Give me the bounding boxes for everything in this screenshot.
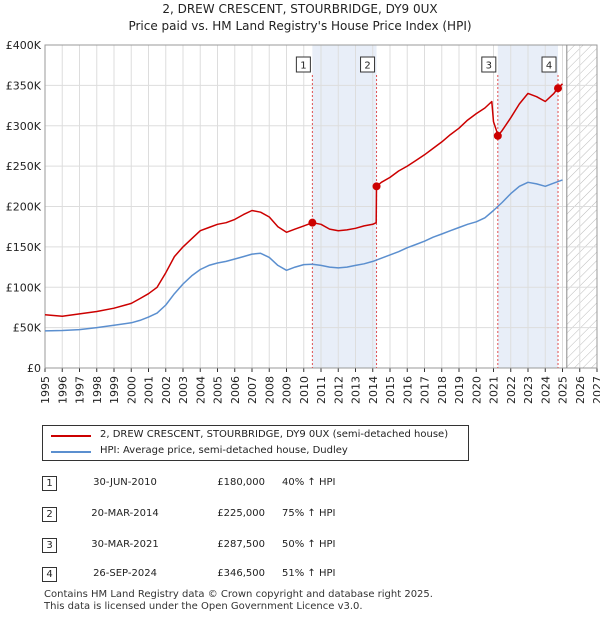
plot-frame [44,44,598,369]
sale-hpi: 40% ↑ HPI [282,477,336,488]
x-tick-label: 1997 [74,376,87,404]
table-row: 3 30-MAR-2021 £287,500 50% ↑ HPI [0,538,600,558]
legend: 2, DREW CRESCENT, STOURBRIDGE, DY9 0UX (… [42,425,469,461]
x-tick-label: 2020 [470,376,483,404]
sale-number: 4 [42,567,57,582]
price-chart: £0 £50K £100K £150K £200K £250K £300K £350K £400… [6,39,600,404]
x-tick-label: 2014 [367,376,380,404]
sale-number-box [541,56,557,73]
x-tick-label: 2027 [591,376,600,404]
x-tick-label: 2005 [212,376,225,404]
footer-copyright: Contains HM Land Registry data © Crown c… [44,589,433,600]
series-line-hpi [44,179,563,332]
chart-title: 2, DREW CRESCENT, STOURBRIDGE, DY9 0UX [162,2,438,16]
y-tick-label: £200K [6,201,42,214]
sale-number-box [481,56,497,73]
x-tick-label: 2019 [453,376,466,404]
sale-point [372,182,381,191]
sale-price: £346,500 [217,568,265,579]
sale-date: 26-SEP-2024 [93,568,157,579]
y-tick-label: £150K [6,241,42,254]
y-tick-label: £400K [6,39,42,52]
x-tick-label: 1996 [56,376,69,404]
sale-number: 1 [42,476,57,491]
x-tick-label: 2015 [384,376,397,404]
x-tick-label: 2010 [298,376,311,404]
x-tick-label: 2002 [160,376,173,404]
y-tick-label: £250K [6,160,42,173]
sale-date: 20-MAR-2014 [91,508,159,519]
x-tick-label: 2026 [574,376,587,404]
series-line-property [44,83,564,318]
x-tick-label: 2007 [246,376,259,404]
legend-label-property: 2, DREW CRESCENT, STOURBRIDGE, DY9 0UX (… [100,429,449,440]
sale-date: 30-MAR-2021 [91,539,159,550]
sale-number-label: 2 [364,61,370,72]
y-tick-label: £350K [6,79,42,92]
x-tick-label: 1998 [91,376,104,404]
x-tick-label: 2018 [436,376,449,404]
x-tick-label: 2003 [177,376,190,404]
x-tick-label: 2017 [419,376,432,404]
sale-number-label: 1 [300,61,306,72]
sale-number-box [360,56,376,73]
x-tick-label: 2009 [281,376,294,404]
y-tick-label: £100K [6,281,42,294]
sale-number-label: 4 [546,61,552,72]
footer-licence: This data is licensed under the Open Gov… [44,601,363,612]
x-tick-label: 2021 [488,376,501,404]
sale-number-box [295,56,311,73]
x-tick-label: 2023 [522,376,535,404]
sale-hpi: 51% ↑ HPI [282,568,336,579]
y-tick-label: £0 [27,362,41,375]
legend-line-hpi [51,451,91,453]
chart-subtitle: Price paid vs. HM Land Registry's House … [128,19,472,33]
x-tick-label: 2004 [194,376,207,404]
x-tick-label: 2024 [539,376,552,404]
sale-point [308,218,317,227]
x-tick-label: 2006 [229,376,242,404]
table-row: 2 20-MAR-2014 £225,000 75% ↑ HPI [0,507,600,527]
table-row: 1 30-JUN-2010 £180,000 40% ↑ HPI [0,476,600,496]
x-tick-label: 1999 [108,376,121,404]
x-tick-label: 2008 [263,376,276,404]
sale-price: £225,000 [217,508,265,519]
sale-price: £180,000 [217,477,265,488]
x-tick-label: 2016 [401,376,414,404]
sale-hpi: 50% ↑ HPI [282,539,336,550]
sale-point [554,84,563,93]
x-tick-label: 2011 [315,376,328,404]
x-tick-label: 2000 [125,376,138,404]
legend-label-hpi: HPI: Average price, semi-detached house,… [100,445,348,456]
sale-point [493,131,502,140]
x-tick-label: 2025 [557,376,570,404]
x-tick-label: 1995 [39,376,52,404]
x-tick-label: 2001 [143,376,156,404]
y-tick-label: £300K [6,120,42,133]
x-tick-label: 2022 [505,376,518,404]
legend-line-property [51,435,91,437]
sale-number-label: 3 [486,61,492,72]
x-tick-label: 2012 [332,376,345,404]
y-tick-label: £50K [13,322,42,335]
x-tick-label: 2013 [350,376,363,404]
sale-date: 30-JUN-2010 [93,477,157,488]
sale-number: 3 [42,538,57,553]
table-row: 4 26-SEP-2024 £346,500 51% ↑ HPI [0,567,600,587]
sale-hpi: 75% ↑ HPI [282,508,336,519]
sale-price: £287,500 [217,539,265,550]
sale-number: 2 [42,507,57,522]
